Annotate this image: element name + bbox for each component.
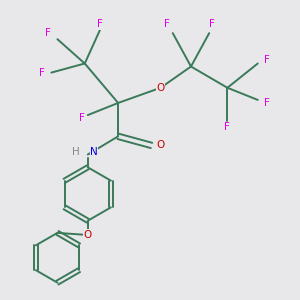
Text: F: F	[79, 113, 85, 123]
Text: F: F	[264, 98, 270, 108]
Text: F: F	[264, 56, 270, 65]
Text: F: F	[45, 28, 51, 38]
Text: F: F	[224, 122, 230, 132]
Text: F: F	[97, 19, 103, 29]
Text: O: O	[157, 83, 165, 93]
Text: F: F	[209, 19, 215, 29]
Text: O: O	[157, 140, 165, 150]
Text: H: H	[72, 146, 80, 157]
Text: N: N	[90, 146, 98, 157]
Text: F: F	[164, 19, 169, 29]
Text: F: F	[39, 68, 45, 78]
Text: O: O	[84, 230, 92, 240]
